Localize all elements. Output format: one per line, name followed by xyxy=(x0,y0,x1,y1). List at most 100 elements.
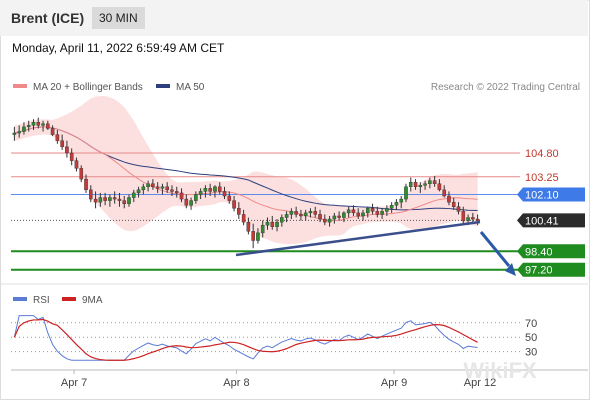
candle-body xyxy=(17,131,21,134)
rsi-ma-legend-label: 9MA xyxy=(82,295,103,306)
candle-body xyxy=(437,183,442,191)
level-labels: 104.80 103.25 102.10 100.41 98.40 97.20 xyxy=(517,148,585,277)
level-badge-3 xyxy=(517,213,585,228)
candle-body xyxy=(346,209,351,214)
candle-body xyxy=(198,191,203,195)
candle-body xyxy=(428,180,432,184)
candle-body xyxy=(337,215,341,218)
candle-body xyxy=(461,211,466,221)
candle-body xyxy=(275,221,279,227)
rsi-tick-label: 50 xyxy=(525,332,537,344)
candle-body xyxy=(112,197,117,200)
datetime-label: Monday, April 11, 2022 6:59:49 AM CET xyxy=(12,41,225,55)
candle-body xyxy=(46,123,50,129)
candle-body xyxy=(131,192,136,198)
projection-arrow xyxy=(479,231,511,267)
header-bar: Brent (ICE) 30 MIN xyxy=(0,0,588,36)
candle-body xyxy=(170,189,174,192)
candle-body xyxy=(423,183,427,186)
candle-body xyxy=(179,192,184,200)
candle-body xyxy=(108,197,112,201)
instrument-title: Brent (ICE) xyxy=(11,10,85,26)
trendline xyxy=(235,220,481,257)
candle-body xyxy=(308,211,313,214)
candle-body xyxy=(84,178,88,191)
candle-body xyxy=(98,197,103,203)
level-label-2: 102.10 xyxy=(525,189,559,201)
candle-body xyxy=(432,180,437,184)
candle-body xyxy=(365,208,370,214)
candle-body xyxy=(165,186,170,191)
x-tick-label: Apr 8 xyxy=(223,377,249,389)
candle-body xyxy=(227,195,232,201)
candle-body xyxy=(174,191,179,194)
candle-body xyxy=(103,197,107,201)
candle-body xyxy=(189,200,193,206)
rsi-legend-label: RSI xyxy=(33,295,50,306)
credit-text: Research © 2022 Trading Central xyxy=(431,82,580,93)
candle-body xyxy=(12,132,17,135)
candle-body xyxy=(155,186,160,189)
candle-body xyxy=(146,183,150,187)
ma20-legend-label: MA 20 + Bollinger Bands xyxy=(33,82,143,93)
candle-body xyxy=(375,211,380,215)
candle-body xyxy=(69,152,74,161)
rsi-ma-legend-swatch xyxy=(62,297,76,301)
rsi-tick-label: 70 xyxy=(525,318,537,330)
level-label-1: 103.25 xyxy=(525,172,559,184)
candle-body xyxy=(79,168,84,180)
candle-body xyxy=(122,200,127,204)
candle-body xyxy=(251,231,255,241)
x-axis: Apr 7 Apr 8 Apr 9 Apr 12 xyxy=(61,370,496,389)
candle-body xyxy=(303,212,308,217)
candlesticks xyxy=(12,117,480,249)
candle-body xyxy=(389,205,394,209)
candle-body xyxy=(26,125,31,128)
candle-body xyxy=(408,181,413,187)
candle-body xyxy=(22,126,26,132)
candle-body xyxy=(41,123,45,126)
candle-body xyxy=(194,194,198,201)
candle-body xyxy=(466,217,470,221)
candle-body xyxy=(232,200,236,209)
candle-body xyxy=(237,208,241,215)
candle-body xyxy=(385,208,389,212)
ma50-legend-swatch xyxy=(156,84,170,88)
candle-body xyxy=(442,189,446,197)
candle-body xyxy=(136,189,141,194)
candle-body xyxy=(93,198,98,203)
candle-body xyxy=(399,198,404,203)
candle-body xyxy=(270,221,275,227)
x-tick-label: Apr 9 xyxy=(381,377,407,389)
candle-body xyxy=(184,198,189,206)
candle-body xyxy=(327,218,332,223)
level-badge-5 xyxy=(517,262,585,277)
candle-body xyxy=(217,186,222,192)
level-badge-2 xyxy=(517,187,585,202)
rsi-legend-swatch xyxy=(13,297,27,301)
candle-body xyxy=(55,134,60,141)
candle-body xyxy=(208,188,212,192)
bollinger-fill xyxy=(14,96,478,245)
ma20-legend-swatch xyxy=(13,84,27,88)
timeframe-badge[interactable]: 30 MIN xyxy=(92,7,145,29)
candle-body xyxy=(203,188,208,192)
candle-body xyxy=(213,186,217,192)
candle-body xyxy=(127,197,131,204)
candle-body xyxy=(404,186,408,200)
candle-body xyxy=(322,218,327,223)
ma50-legend-label: MA 50 xyxy=(176,82,205,93)
candle-body xyxy=(447,195,451,203)
candle-body xyxy=(256,232,260,241)
candle-body xyxy=(151,183,155,187)
candle-body xyxy=(280,217,284,223)
candle-body xyxy=(141,186,146,191)
watermark: WikiFX xyxy=(463,358,536,383)
x-tick-label: Apr 7 xyxy=(61,377,87,389)
candle-body xyxy=(160,186,165,189)
candle-body xyxy=(361,212,365,217)
projection-arrowhead xyxy=(505,263,516,276)
ma20-line xyxy=(14,126,478,222)
candle-body xyxy=(456,206,461,212)
